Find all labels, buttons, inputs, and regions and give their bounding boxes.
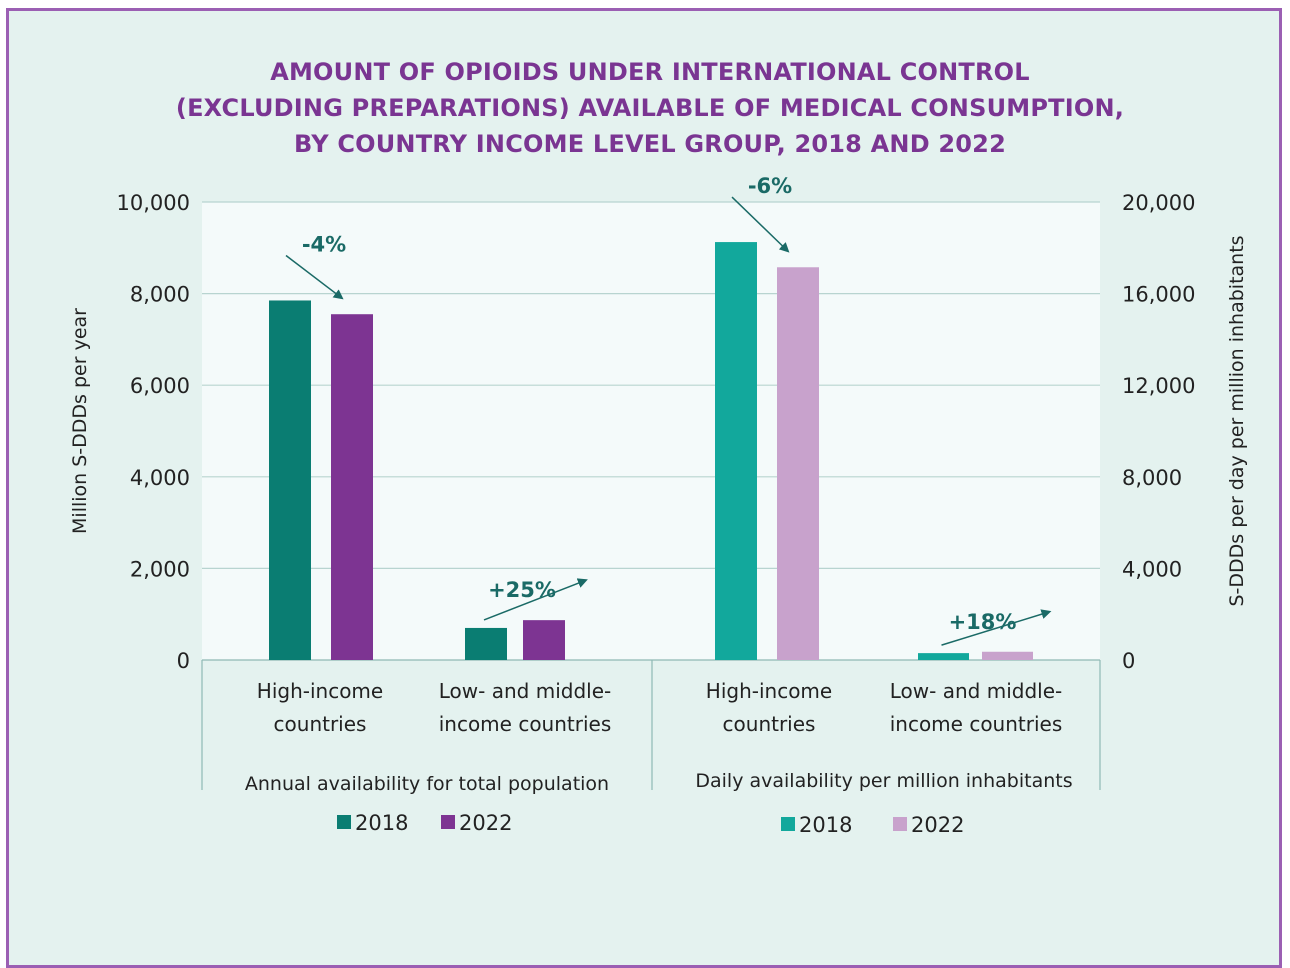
right-axis-tick-label: 12,000: [1122, 374, 1195, 398]
right-axis-tick-label: 16,000: [1122, 283, 1195, 307]
bar-2018: [715, 242, 757, 660]
change-arrow: [483, 578, 588, 621]
legend-label-2018: 2018: [355, 811, 408, 835]
chart-title-line-1: AMOUNT OF OPIOIDS UNDER INTERNATIONAL CO…: [270, 58, 1030, 86]
right-axis-title: S-DDDs per day per million inhabitants: [1226, 235, 1248, 606]
legend-swatch-2022: [441, 815, 455, 829]
change-label: +18%: [949, 610, 1017, 634]
bar-2018: [269, 300, 311, 660]
category-label-line-2: income countries: [439, 712, 612, 736]
change-arrow: [941, 609, 1052, 646]
change-label: +25%: [488, 578, 556, 602]
chart-title-line-3: BY COUNTRY INCOME LEVEL GROUP, 2018 AND …: [294, 130, 1006, 158]
category-label-line-1: High-income: [706, 679, 832, 703]
bar-2022: [523, 620, 565, 660]
legend-label-2022: 2022: [459, 811, 512, 835]
left-axis-tick-label: 0: [177, 649, 190, 673]
left-axis-tick-label: 8,000: [130, 283, 190, 307]
legend-swatch-2018: [337, 815, 351, 829]
change-label: -6%: [748, 174, 792, 198]
category-label-line-2: countries: [723, 712, 816, 736]
legend-label-2018: 2018: [799, 813, 852, 837]
category-label-line-2: income countries: [890, 712, 1063, 736]
chart-title: AMOUNT OF OPIOIDS UNDER INTERNATIONAL CO…: [0, 54, 1290, 162]
right-axis-tick-label: 20,000: [1122, 191, 1195, 215]
category-label-line-1: High-income: [257, 679, 383, 703]
group-label: Daily availability per million inhabitan…: [695, 770, 1072, 792]
legend-label-2022: 2022: [911, 813, 964, 837]
left-axis-tick-label: 4,000: [130, 466, 190, 490]
change-label: -4%: [302, 232, 346, 256]
change-arrow: [731, 196, 790, 253]
legend-swatch-2018: [781, 817, 795, 831]
category-label-line-1: Low- and middle-: [439, 679, 611, 703]
left-axis-tick-label: 2,000: [130, 557, 190, 581]
right-axis-tick-label: 8,000: [1122, 466, 1182, 490]
left-axis-tick-label: 6,000: [130, 374, 190, 398]
left-axis-title: Million S-DDDs per year: [69, 308, 91, 534]
bar-2018: [918, 653, 969, 660]
chart-title-line-2: (EXCLUDING PREPARATIONS) AVAILABLE OF ME…: [175, 94, 1125, 122]
legend-swatch-2022: [893, 817, 907, 831]
bar-2022: [982, 651, 1033, 660]
left-axis-tick-label: 10,000: [117, 191, 190, 215]
bar-2022: [777, 267, 819, 660]
right-axis-tick-label: 4,000: [1122, 557, 1182, 581]
change-arrow: [285, 254, 344, 300]
category-label-line-1: Low- and middle-: [890, 679, 1062, 703]
category-label-line-2: countries: [274, 712, 367, 736]
right-axis-tick-label: 0: [1122, 649, 1135, 673]
bar-2018: [465, 627, 507, 660]
bar-2022: [331, 314, 373, 660]
group-label: Annual availability for total population: [245, 773, 609, 795]
